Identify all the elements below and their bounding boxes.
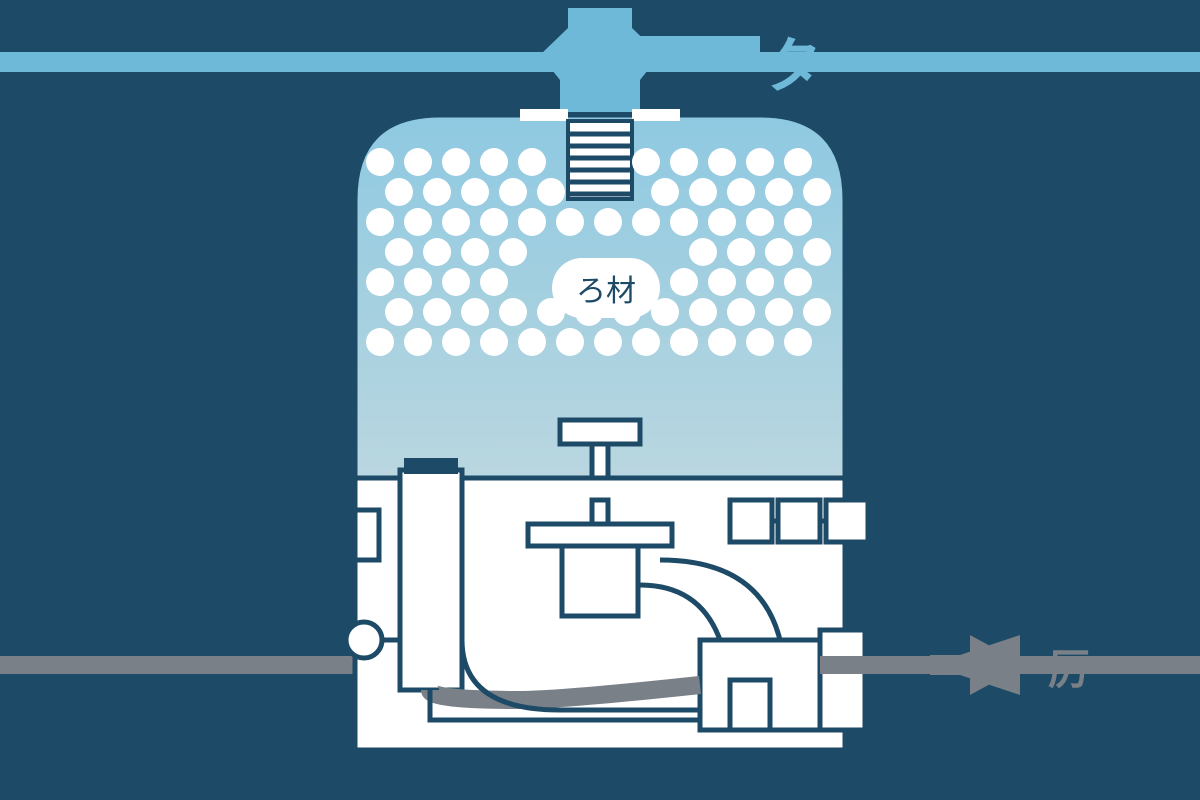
cap-left	[520, 109, 568, 121]
inlet-label: 厉	[1048, 636, 1090, 697]
outlet-label-text: タ	[762, 33, 822, 100]
filter-diagram	[0, 0, 1200, 800]
inlet-stub	[845, 656, 885, 674]
inlet-label-text: 厉	[1048, 646, 1090, 693]
cap-right	[632, 109, 680, 121]
strainer	[568, 121, 632, 199]
filter-media-label: ろ材	[552, 258, 660, 318]
filter-media-label-text: ろ材	[576, 275, 636, 308]
outlet-label: タ	[762, 18, 822, 105]
